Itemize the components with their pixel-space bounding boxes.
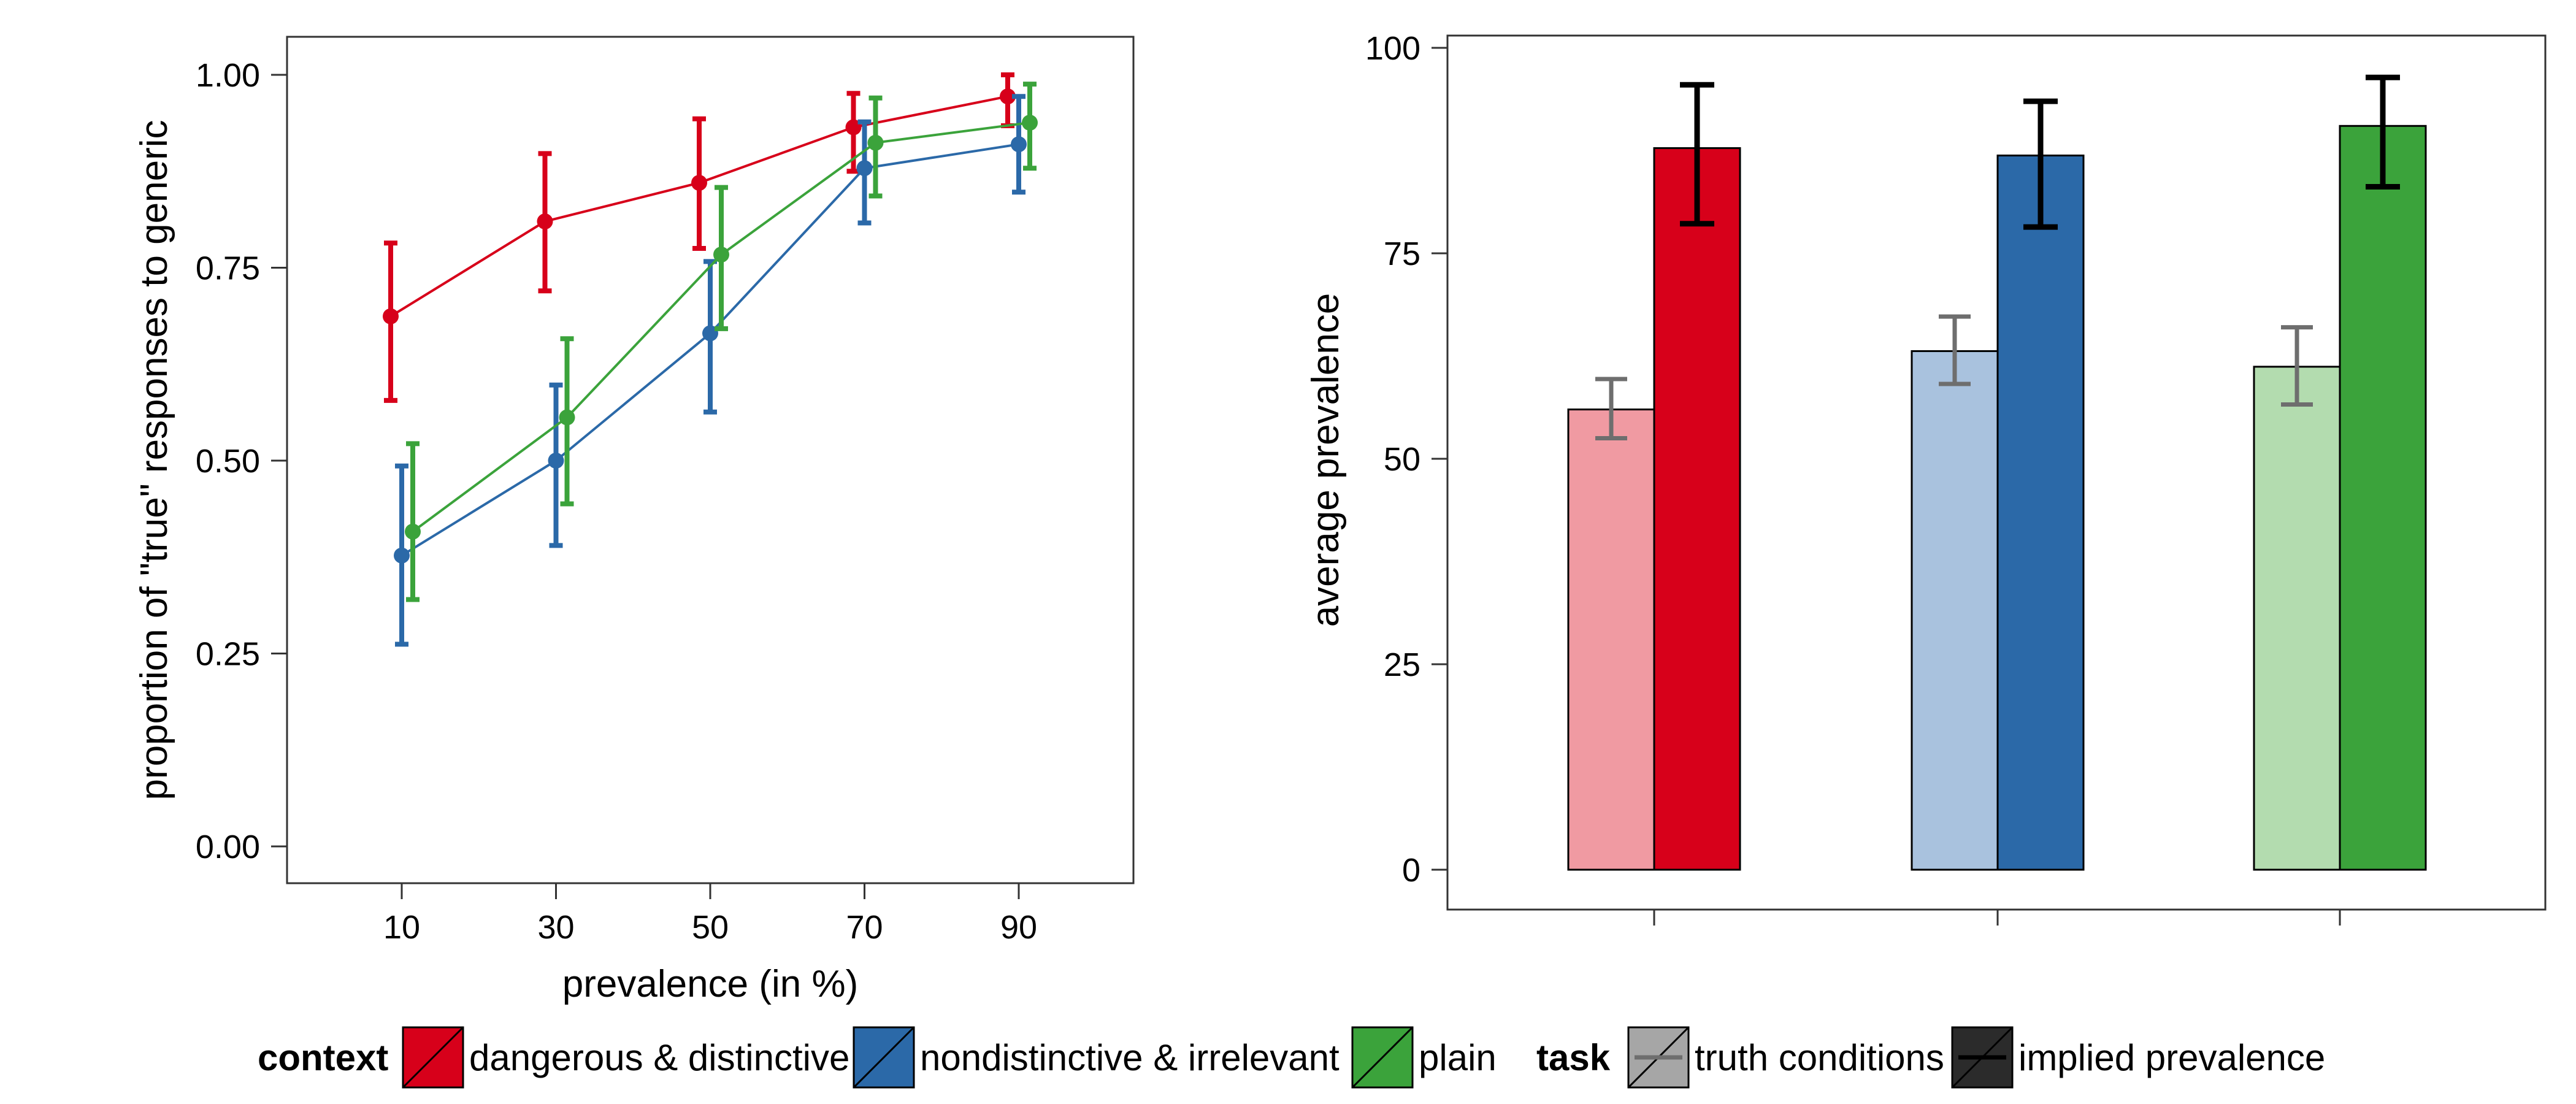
data-point	[548, 453, 564, 469]
bars-truth-conditions	[1567, 350, 2341, 871]
data-point	[394, 547, 410, 564]
x-tick-label: 50	[692, 909, 729, 946]
bar	[2253, 366, 2341, 871]
line-chart-y-axis: 0.00 0.25 0.50 0.75 1.00	[196, 57, 287, 865]
line-chart-x-axis: 10 30 50 70 90	[383, 883, 1037, 946]
bar	[1567, 408, 1655, 871]
data-point	[1011, 136, 1027, 153]
x-tick-label: 70	[846, 909, 883, 946]
y-tick-label: 0.75	[196, 250, 260, 287]
y-tick-label: 1.00	[196, 57, 260, 94]
y-tick-label: 0.25	[196, 636, 260, 673]
line-chart-x-axis-label: prevalence (in %)	[562, 963, 858, 1005]
bar-chart-y-axis: 0 25 50 75 100	[1365, 30, 1447, 889]
y-tick-label: 0.50	[196, 443, 260, 480]
data-point	[559, 409, 575, 426]
legend-item-implied-prevalence: implied prevalence	[1951, 1026, 2325, 1089]
legend-item-truth-conditions: truth conditions	[1627, 1026, 1944, 1089]
data-point	[383, 308, 399, 324]
x-tick-label: 30	[537, 909, 574, 946]
series-dangerous-distinctive	[383, 72, 1016, 403]
data-point	[702, 325, 718, 342]
data-point	[1000, 88, 1016, 105]
y-tick-label: 25	[1384, 646, 1420, 683]
legend-item-nondistinctive-irrelevant: nondistinctive & irrelevant	[853, 1026, 1340, 1089]
legend-label-nondistinctive-irrelevant: nondistinctive & irrelevant	[920, 1037, 1340, 1078]
legend-swatch-slash	[1351, 1026, 1414, 1089]
legend-task-title: task	[1536, 1037, 1611, 1078]
y-tick-label: 100	[1365, 30, 1420, 67]
bars-implied-prevalence	[1653, 125, 2427, 871]
errorbars-implied-prevalence	[1680, 74, 2400, 230]
legend-label-dangerous-distinctive: dangerous & distinctive	[469, 1037, 849, 1078]
legend-item-plain: plain	[1351, 1026, 1497, 1089]
legend-swatch-slash	[853, 1026, 915, 1089]
data-point	[713, 247, 729, 263]
line-chart-y-axis-label: proportion of "true" responses to generi…	[133, 120, 175, 800]
legend-item-dangerous-distinctive: dangerous & distinctive	[402, 1026, 849, 1089]
data-point	[537, 213, 553, 230]
legend-label-implied-prevalence: implied prevalence	[2018, 1037, 2325, 1078]
bar-chart-panel: 0 25 50 75 100 average prevalence	[1305, 30, 2547, 926]
legend-label-plain: plain	[1419, 1037, 1497, 1078]
y-tick-label: 75	[1384, 236, 1420, 272]
legend-label-truth-conditions: truth conditions	[1695, 1037, 1944, 1078]
data-point	[691, 175, 707, 191]
line-chart-marks	[383, 72, 1038, 647]
data-point	[845, 119, 862, 136]
legend-context-title: context	[258, 1037, 388, 1078]
bar-chart-y-axis-label: average prevalence	[1305, 293, 1347, 627]
data-point	[867, 134, 884, 151]
bar-chart-marks	[1567, 74, 2427, 871]
data-point	[405, 523, 421, 540]
series-nondistinctive-irrelevant	[394, 94, 1027, 647]
line-chart-panel: 0.00 0.25 0.50 0.75 1.00 10 30 50 70 90 prevalen…	[133, 36, 1135, 1005]
data-point	[1022, 114, 1038, 131]
series-plain	[405, 82, 1038, 602]
bar-chart-x-axis	[1653, 910, 2341, 926]
bar	[1996, 155, 2085, 871]
x-tick-label: 90	[1000, 909, 1037, 946]
errorbars-truth-conditions	[1595, 314, 2313, 440]
legend-swatch-slash	[402, 1026, 464, 1089]
bar-chart-plot-frame	[1446, 34, 2547, 911]
legend: context dangerous & distinctive nondisti…	[258, 1026, 2325, 1089]
bar	[1911, 350, 1999, 871]
bar	[1653, 147, 1741, 871]
y-tick-label: 0	[1402, 852, 1420, 889]
x-tick-label: 10	[383, 909, 420, 946]
bar	[2339, 125, 2427, 871]
y-tick-label: 50	[1384, 441, 1420, 478]
data-point	[856, 160, 873, 177]
y-tick-label: 0.00	[196, 829, 260, 865]
